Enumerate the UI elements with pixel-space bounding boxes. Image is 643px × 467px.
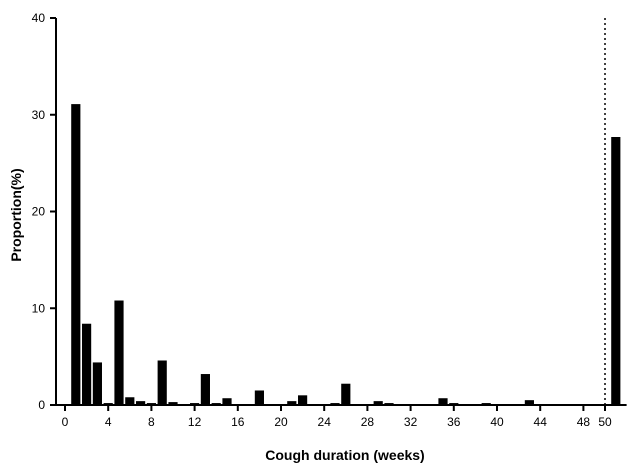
bar bbox=[136, 401, 146, 405]
bar bbox=[92, 362, 102, 405]
bar bbox=[222, 398, 232, 405]
x-tick-label: 32 bbox=[404, 415, 418, 429]
x-tick-label: 44 bbox=[534, 415, 548, 429]
y-tick-label: 40 bbox=[32, 11, 46, 25]
bar bbox=[373, 401, 383, 405]
bar bbox=[168, 402, 178, 405]
x-tick-label: 40 bbox=[490, 415, 504, 429]
bar bbox=[341, 383, 351, 405]
y-axis-title: Proportion(%) bbox=[8, 168, 24, 261]
x-tick-label: 50 bbox=[598, 415, 612, 429]
x-tick-label: 0 bbox=[62, 415, 69, 429]
bar bbox=[125, 397, 135, 405]
bar bbox=[524, 400, 534, 405]
x-tick-label: 12 bbox=[188, 415, 202, 429]
x-tick-label: 24 bbox=[318, 415, 332, 429]
bar bbox=[157, 360, 167, 405]
y-tick-label: 10 bbox=[32, 301, 46, 315]
x-tick-label: 16 bbox=[231, 415, 245, 429]
bar bbox=[71, 104, 81, 406]
bar bbox=[200, 374, 210, 405]
bar bbox=[82, 323, 92, 405]
y-tick-label: 30 bbox=[32, 108, 46, 122]
x-tick-label: 4 bbox=[105, 415, 112, 429]
x-axis-title: Cough duration (weeks) bbox=[265, 447, 424, 463]
x-tick-label: 48 bbox=[577, 415, 591, 429]
bar bbox=[114, 300, 124, 405]
y-tick-label: 20 bbox=[32, 205, 46, 219]
bar bbox=[298, 395, 308, 405]
x-tick-label: 28 bbox=[361, 415, 375, 429]
x-tick-label: 36 bbox=[447, 415, 461, 429]
plot-area bbox=[71, 104, 621, 406]
x-axis: 0 4 8 12 16 20 24 28 32 36 40 44 48 50 bbox=[56, 404, 627, 429]
y-axis: 0 10 20 30 40 bbox=[32, 11, 57, 412]
bar bbox=[287, 401, 297, 405]
x-tick-label: 8 bbox=[148, 415, 155, 429]
bar bbox=[438, 398, 448, 405]
bar bbox=[254, 390, 264, 405]
bar bbox=[611, 137, 621, 405]
x-tick-label: 20 bbox=[274, 415, 288, 429]
y-tick-label: 0 bbox=[38, 398, 45, 412]
